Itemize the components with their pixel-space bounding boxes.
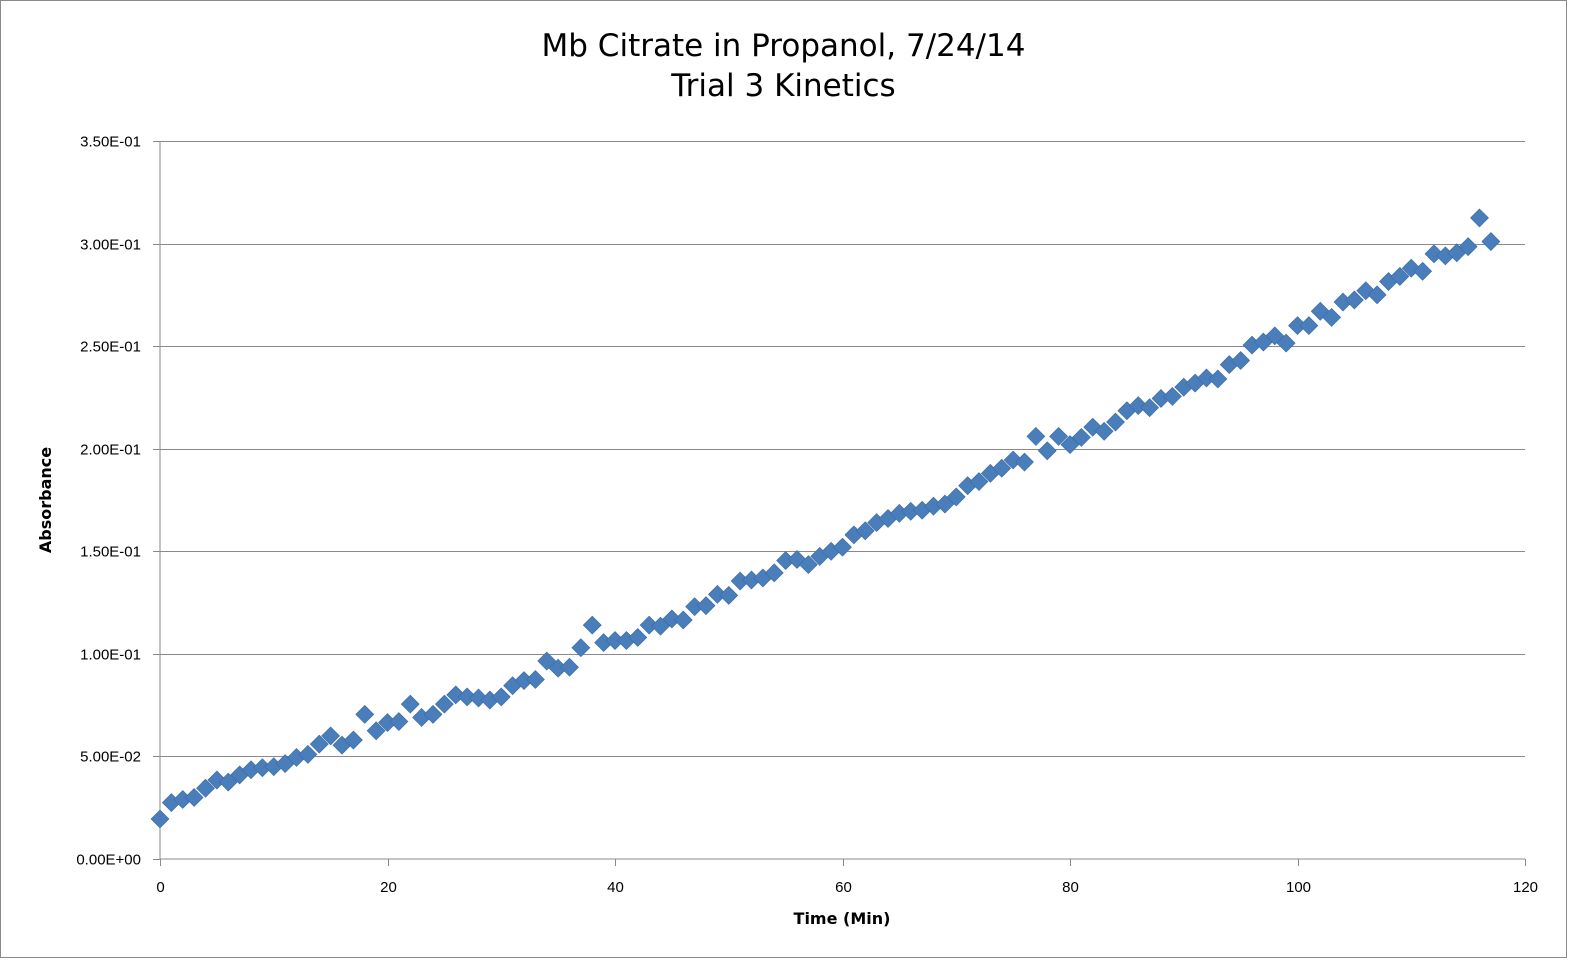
data-point (1208, 369, 1228, 389)
chart-title-line-2: Trial 3 Kinetics (671, 68, 896, 104)
data-point (719, 585, 739, 605)
data-point (491, 687, 511, 707)
data-point (446, 685, 466, 705)
data-point (184, 788, 204, 807)
data-point (1106, 412, 1125, 432)
y-tick-label: 1.50E-01 (80, 544, 141, 561)
data-point (218, 772, 238, 792)
data-point (400, 694, 420, 714)
data-point (946, 487, 966, 507)
data-point (571, 638, 591, 658)
y-tick-label: 2.50E-01 (80, 339, 141, 356)
data-point (1401, 258, 1421, 278)
data-point (651, 616, 670, 636)
data-point (1413, 261, 1433, 281)
data-points (150, 208, 1501, 829)
x-tick-label: 20 (380, 879, 397, 896)
data-point (1367, 285, 1387, 305)
data-point (389, 712, 409, 731)
data-point (798, 555, 818, 575)
x-tick-label: 80 (1062, 879, 1079, 896)
x-axis-label: Time (Min) (794, 909, 891, 928)
x-tick-label: 60 (835, 879, 852, 896)
data-point (1037, 441, 1057, 461)
data-point (935, 494, 955, 514)
data-point (1470, 208, 1489, 228)
data-point (1162, 386, 1182, 406)
data-point (298, 744, 318, 764)
data-point (1071, 428, 1091, 447)
data-point (1344, 290, 1364, 310)
data-point (628, 628, 648, 647)
data-point (537, 651, 557, 671)
chart-frame (0, 0, 1567, 958)
data-point (1026, 426, 1046, 446)
data-point (150, 809, 170, 829)
x-tick-label: 120 (1513, 879, 1538, 896)
data-point (1310, 301, 1330, 321)
chart-title-line-1: Mb Citrate in Propanol, 7/24/14 (541, 28, 1026, 64)
data-point (366, 721, 386, 741)
data-point (1390, 266, 1410, 286)
data-point (673, 610, 693, 630)
data-point (196, 778, 215, 798)
data-point (309, 734, 329, 754)
axes (159, 141, 1525, 860)
y-tick-label: 3.50E-01 (80, 134, 141, 151)
data-point (1458, 237, 1478, 257)
data-point (525, 670, 545, 689)
data-point (1265, 326, 1285, 346)
data-point (1276, 333, 1296, 353)
y-axis-label: Absorbance (36, 447, 55, 553)
data-point (560, 657, 579, 677)
data-point (343, 730, 363, 750)
data-point (1299, 316, 1319, 336)
data-point (764, 563, 784, 583)
data-point (1094, 421, 1114, 441)
x-tick-label: 100 (1286, 879, 1311, 896)
data-point (355, 704, 375, 724)
data-point (969, 472, 989, 491)
data-point (1140, 398, 1160, 418)
data-point (1049, 426, 1069, 446)
data-point (1481, 232, 1501, 251)
data-point (423, 704, 443, 724)
y-tick-label: 1.00E-01 (80, 647, 141, 664)
data-point (696, 596, 716, 616)
y-tick-label: 5.00E-02 (80, 749, 141, 766)
x-tick-label: 40 (607, 879, 624, 896)
data-point (1003, 450, 1023, 470)
data-point (992, 458, 1012, 478)
y-tick-label: 3.00E-01 (80, 237, 141, 254)
data-point (469, 688, 488, 708)
data-point (855, 521, 875, 541)
data-point (1322, 307, 1342, 327)
y-tick-label: 0.00E+00 (76, 852, 141, 869)
data-point (833, 537, 852, 557)
x-ticks: 0 20 40 60 80 100 120 (156, 859, 1538, 896)
chart-title: Mb Citrate in Propanol, 7/24/14 Trial 3 … (0, 26, 1567, 106)
y-ticks: 0.00E+00 5.00E-02 1.00E-01 1.50E-01 2.00E-01… (76, 134, 160, 869)
data-point (1424, 244, 1444, 264)
x-tick-label: 0 (156, 879, 164, 896)
data-point (434, 694, 454, 714)
data-point (1015, 452, 1034, 472)
data-point (582, 615, 602, 635)
data-point (1231, 351, 1251, 370)
y-tick-label: 2.00E-01 (80, 442, 141, 459)
data-point (1060, 435, 1080, 455)
gridlines (160, 141, 1525, 757)
data-point (321, 726, 341, 746)
